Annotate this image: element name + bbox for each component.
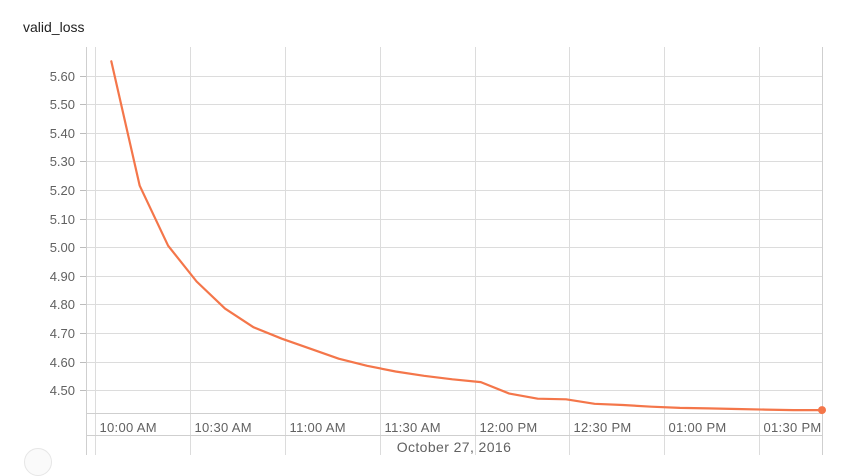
x-tick-label: 12:00 PM xyxy=(480,420,538,435)
y-tick-label: 5.20 xyxy=(50,183,75,198)
chart-title: valid_loss xyxy=(23,19,85,35)
y-tick-label: 4.70 xyxy=(50,326,75,341)
y-tick-label: 4.50 xyxy=(50,383,75,398)
data-point[interactable] xyxy=(280,337,284,341)
data-point[interactable] xyxy=(166,244,170,248)
last-point-marker[interactable] xyxy=(818,406,826,415)
data-point[interactable] xyxy=(621,403,625,407)
x-axis-ticks: 10:00 AM 10:30 AM 11:00 AM 11:30 AM 12:00 PM… xyxy=(100,420,822,435)
data-point[interactable] xyxy=(109,59,113,63)
grid-lines xyxy=(86,47,822,455)
x-tick-label: 01:00 PM xyxy=(669,420,727,435)
data-point[interactable] xyxy=(450,377,454,381)
data-point[interactable] xyxy=(792,408,796,412)
x-tick-label: 10:00 AM xyxy=(100,420,157,435)
x-tick-label: 11:00 AM xyxy=(290,420,346,435)
data-point[interactable] xyxy=(593,402,597,406)
corner-button[interactable] xyxy=(24,448,52,476)
data-point[interactable] xyxy=(564,397,568,401)
data-point[interactable] xyxy=(536,397,540,401)
valid-loss-chart[interactable]: 5.60 5.50 5.40 5.30 5.20 5.10 5.00 4.90 4.80 4.70… xyxy=(0,0,867,455)
data-point[interactable] xyxy=(223,307,227,311)
data-point[interactable] xyxy=(735,407,739,411)
data-point[interactable] xyxy=(479,380,483,384)
y-tick-label: 4.90 xyxy=(50,269,75,284)
y-tick-label: 5.50 xyxy=(50,97,75,112)
data-point[interactable] xyxy=(308,347,312,351)
data-point[interactable] xyxy=(394,370,398,374)
y-tick-label: 5.10 xyxy=(50,212,75,227)
data-point[interactable] xyxy=(649,405,653,409)
y-axis-ticks: 5.60 5.50 5.40 5.30 5.20 5.10 5.00 4.90 4.80 4.70… xyxy=(50,69,86,398)
y-tick-label: 5.40 xyxy=(50,126,75,141)
data-point[interactable] xyxy=(422,374,426,378)
data-point[interactable] xyxy=(763,408,767,412)
data-point[interactable] xyxy=(678,406,682,410)
data-point[interactable] xyxy=(365,364,369,368)
x-tick-label: 10:30 AM xyxy=(195,420,252,435)
x-tick-label: 11:30 AM xyxy=(385,420,441,435)
x-axis-label: October 27, 2016 xyxy=(397,439,512,455)
x-tick-label: 01:30 PM xyxy=(764,420,822,435)
series-line[interactable] xyxy=(110,60,824,412)
data-point[interactable] xyxy=(195,280,199,284)
data-point[interactable] xyxy=(507,392,511,396)
y-tick-label: 4.80 xyxy=(50,297,75,312)
x-tick-label: 12:30 PM xyxy=(574,420,632,435)
series-layer xyxy=(109,59,826,415)
data-point[interactable] xyxy=(138,184,142,188)
y-tick-label: 5.60 xyxy=(50,69,75,84)
data-point[interactable] xyxy=(251,325,255,329)
plot-frame xyxy=(86,47,823,455)
y-tick-label: 5.00 xyxy=(50,240,75,255)
data-point[interactable] xyxy=(337,357,341,361)
y-tick-label: 4.60 xyxy=(50,355,75,370)
y-tick-label: 5.30 xyxy=(50,154,75,169)
data-point[interactable] xyxy=(706,406,710,410)
